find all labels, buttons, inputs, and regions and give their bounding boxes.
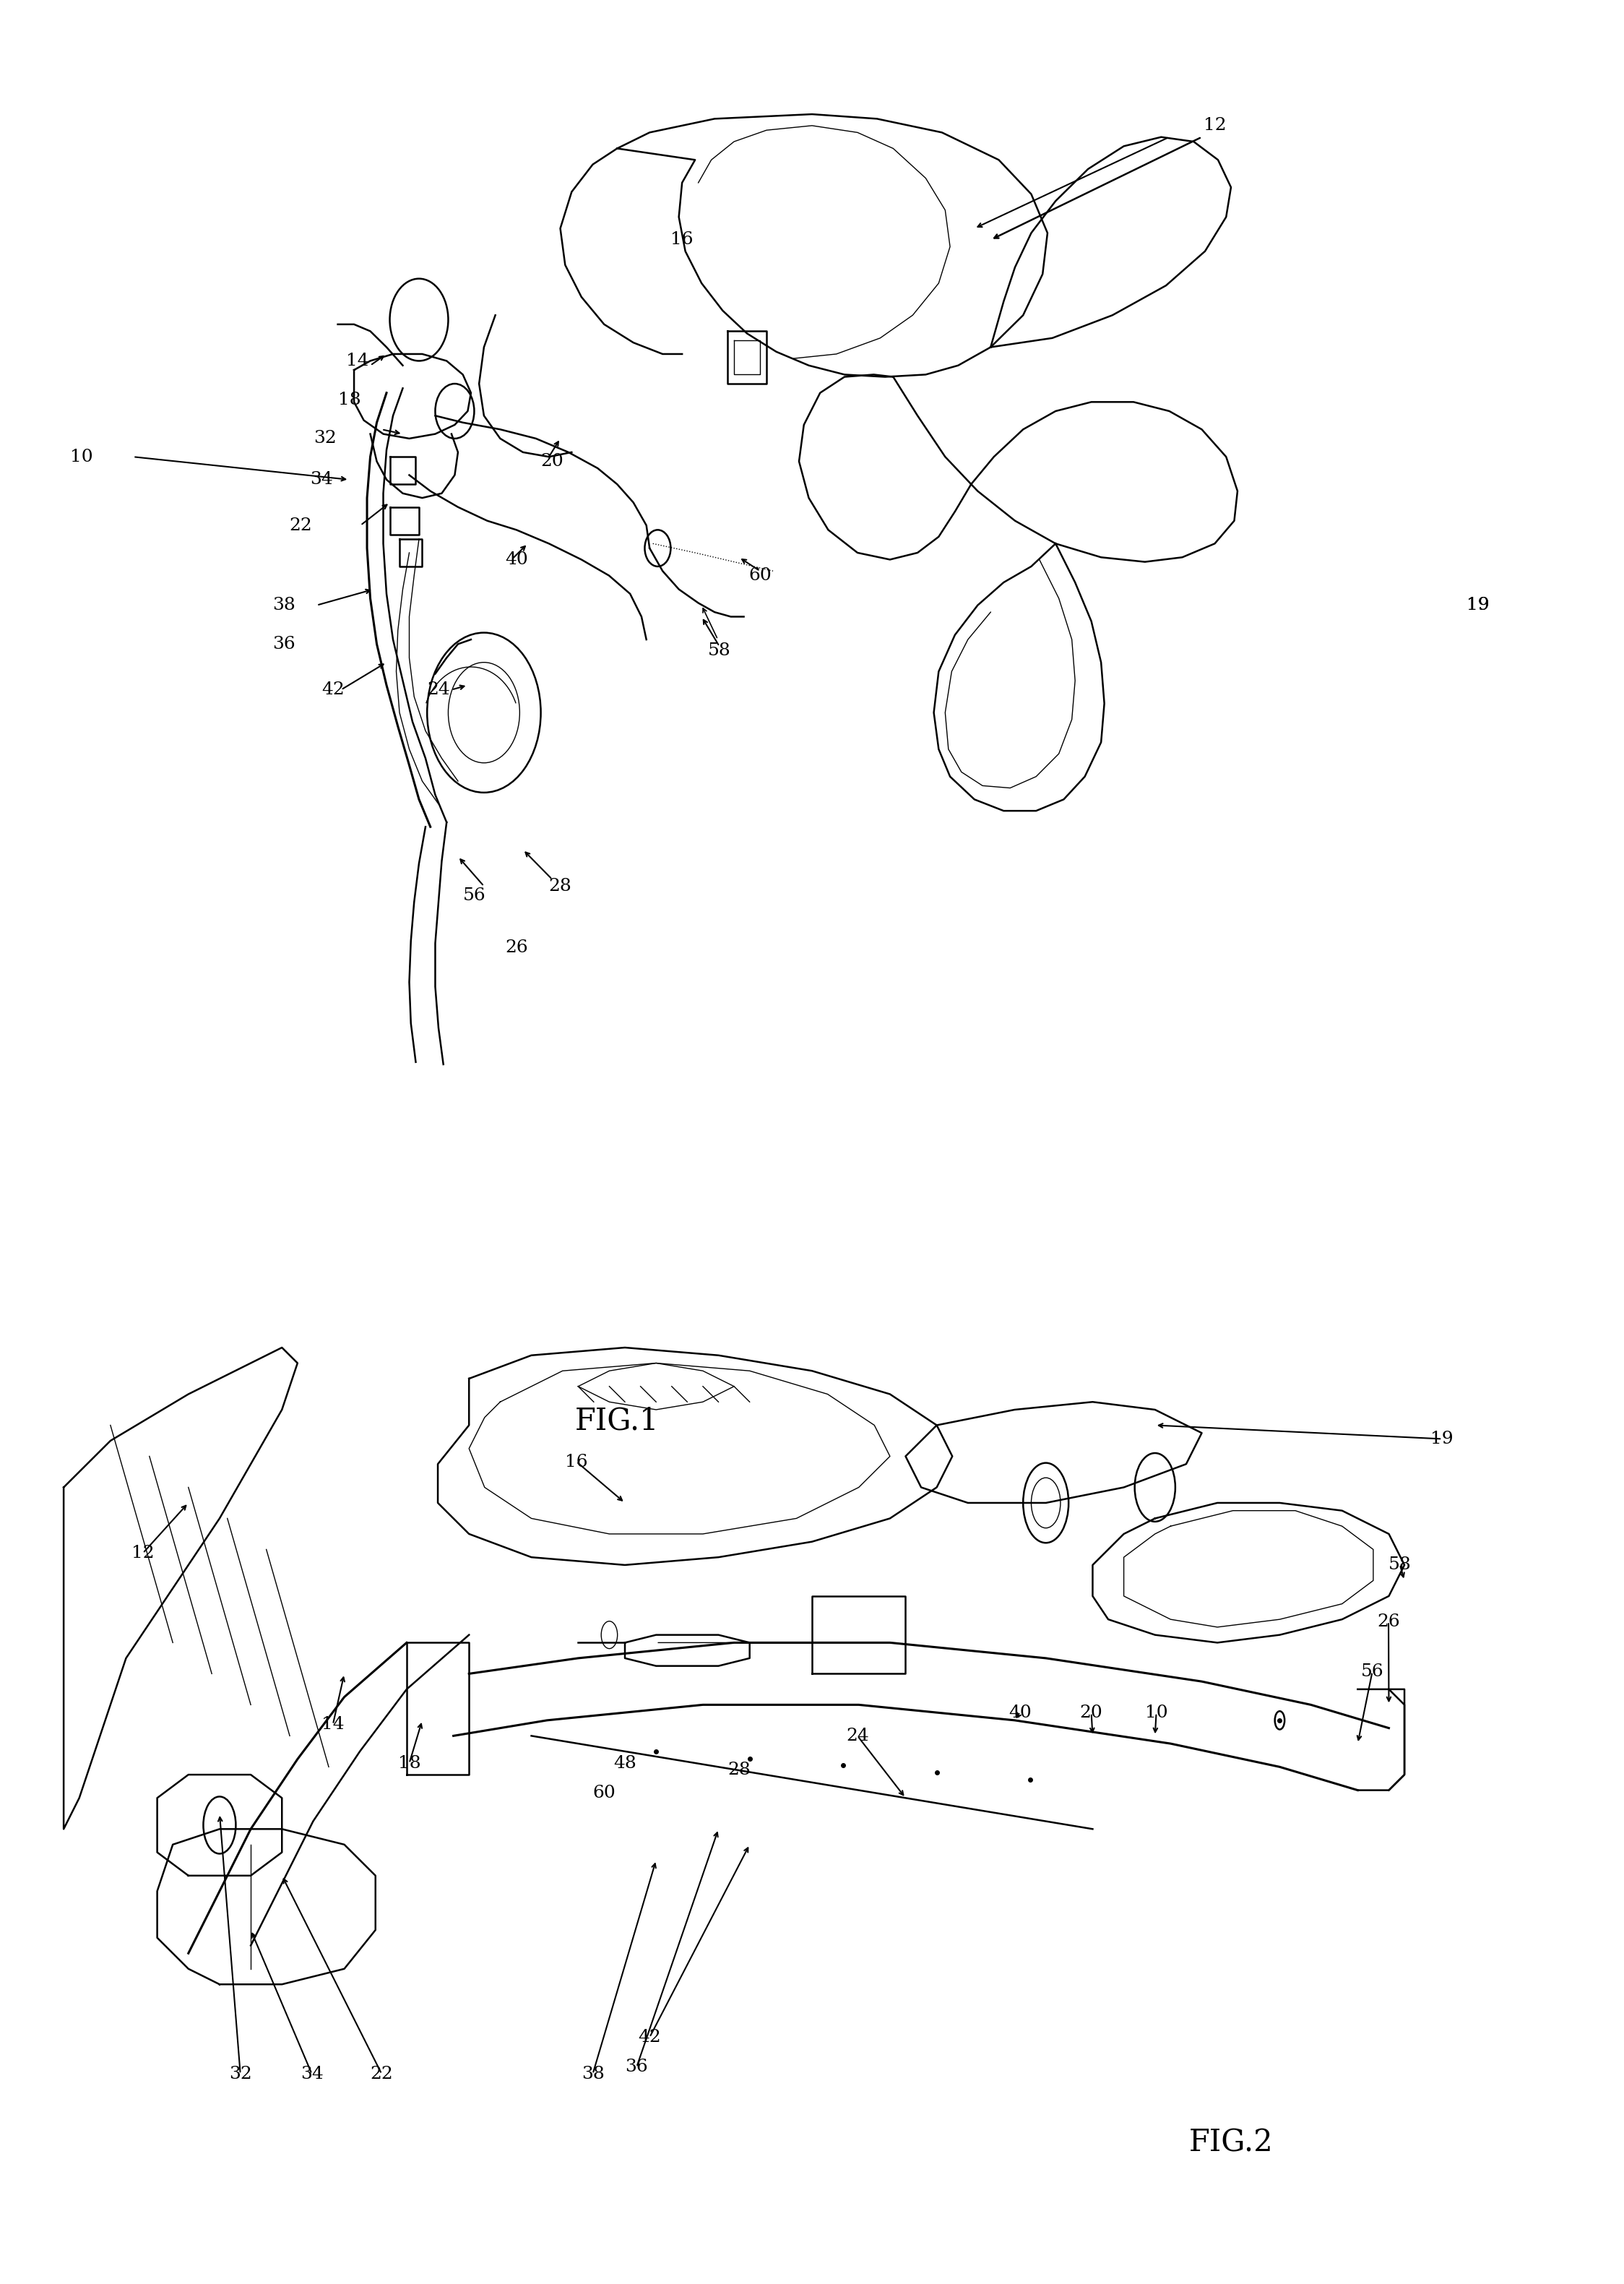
Text: 16: 16 [671, 231, 693, 249]
Text: 16: 16 [565, 1453, 588, 1471]
Text: 42: 42 [322, 681, 344, 699]
Text: 10: 10 [70, 448, 93, 466]
Text: 38: 38 [581, 2065, 604, 2083]
Text: 56: 56 [463, 886, 486, 904]
Text: 12: 12 [1203, 116, 1226, 135]
Text: 14: 14 [322, 1715, 344, 1734]
Text: 20: 20 [1080, 1704, 1103, 1722]
Text: FIG.2: FIG.2 [1189, 2126, 1273, 2158]
Text: 58: 58 [1389, 1555, 1411, 1574]
Text: 19: 19 [1466, 596, 1489, 614]
Text: 10: 10 [1145, 1704, 1168, 1722]
Text: 14: 14 [346, 352, 369, 370]
Text: 28: 28 [549, 877, 572, 895]
Text: 20: 20 [541, 452, 564, 471]
Text: 42: 42 [638, 2028, 661, 2046]
Text: 38: 38 [273, 596, 296, 614]
Text: FIG.1: FIG.1 [575, 1405, 659, 1437]
Text: 24: 24 [427, 681, 450, 699]
Text: 56: 56 [1361, 1663, 1384, 1681]
Text: 40: 40 [505, 550, 528, 569]
Text: 12: 12 [132, 1544, 154, 1562]
Text: 40: 40 [1009, 1704, 1031, 1722]
Text: 34: 34 [310, 471, 333, 489]
Text: 32: 32 [229, 2065, 252, 2083]
Text: 22: 22 [289, 516, 312, 534]
Text: 34: 34 [300, 2065, 323, 2083]
Text: 26: 26 [505, 939, 528, 957]
Text: 48: 48 [614, 1754, 637, 1772]
Text: 22: 22 [370, 2065, 393, 2083]
Text: 36: 36 [625, 2058, 648, 2076]
Text: 18: 18 [398, 1754, 421, 1772]
Text: 60: 60 [749, 566, 771, 585]
Text: 24: 24 [846, 1727, 869, 1745]
Text: 58: 58 [708, 642, 731, 660]
Text: 32: 32 [313, 429, 336, 448]
Text: 36: 36 [273, 635, 296, 653]
Text: 26: 26 [1377, 1613, 1400, 1631]
Text: 60: 60 [593, 1784, 615, 1802]
Text: 19: 19 [1431, 1430, 1453, 1448]
Text: 19: 19 [1466, 596, 1489, 614]
Text: 28: 28 [728, 1761, 750, 1779]
Text: 18: 18 [338, 391, 361, 409]
